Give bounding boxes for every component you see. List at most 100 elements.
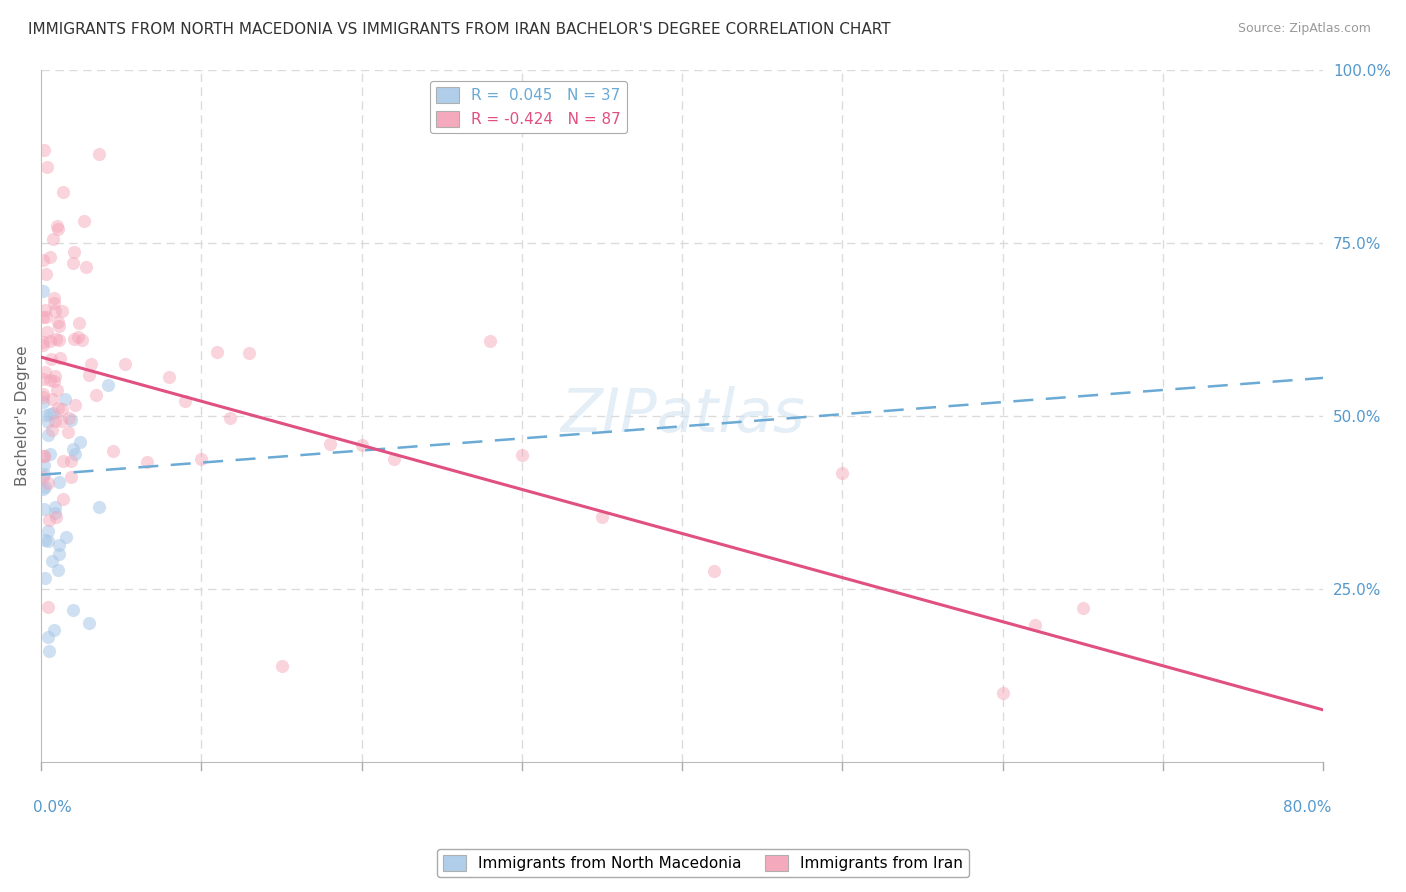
Point	[58, 411, 80, 425]
Point	[39, 373, 62, 387]
Legend: Immigrants from North Macedonia, Immigrants from Iran: Immigrants from North Macedonia, Immigra…	[437, 849, 969, 877]
Text: IMMIGRANTS FROM NORTH MACEDONIA VS IMMIGRANTS FROM IRAN BACHELOR'S DEGREE CORREL: IMMIGRANTS FROM NORTH MACEDONIA VS IMMIG…	[28, 22, 891, 37]
Point	[31, 337, 53, 351]
Legend: R =  0.045   N = 37, R = -0.424   N = 87: R = 0.045 N = 37, R = -0.424 N = 87	[430, 81, 627, 133]
Point	[382, 451, 405, 466]
Point	[48, 563, 70, 577]
Point	[72, 213, 94, 227]
Point	[52, 186, 75, 200]
Point	[69, 435, 91, 450]
Point	[31, 285, 53, 299]
Point	[34, 501, 56, 516]
Point	[87, 500, 110, 514]
Point	[270, 658, 292, 673]
Point	[84, 388, 107, 402]
Point	[31, 386, 53, 401]
Point	[34, 302, 56, 317]
Point	[41, 392, 63, 406]
Text: 0.0%: 0.0%	[34, 800, 72, 814]
Point	[37, 161, 59, 175]
Point	[46, 315, 69, 329]
Point	[510, 448, 533, 462]
Point	[34, 467, 56, 481]
Point	[37, 524, 59, 538]
Point	[42, 407, 65, 421]
Point	[318, 437, 340, 451]
Text: 80.0%: 80.0%	[1282, 800, 1331, 814]
Point	[48, 401, 70, 415]
Point	[65, 398, 87, 412]
Point	[48, 333, 70, 347]
Point	[39, 334, 62, 348]
Point	[49, 414, 72, 428]
Point	[114, 357, 136, 371]
Point	[42, 296, 65, 310]
Point	[65, 447, 87, 461]
Point	[63, 244, 86, 259]
Point	[51, 304, 73, 318]
Point	[48, 318, 70, 333]
Text: ZIPatlas: ZIPatlas	[560, 386, 804, 445]
Point	[46, 384, 69, 398]
Text: Source: ZipAtlas.com: Source: ZipAtlas.com	[1237, 22, 1371, 36]
Point	[37, 476, 59, 491]
Point	[62, 256, 84, 270]
Point	[32, 450, 55, 464]
Point	[48, 548, 70, 562]
Point	[41, 232, 63, 246]
Point	[59, 470, 82, 484]
Point	[31, 334, 53, 349]
Point	[34, 449, 56, 463]
Point	[59, 413, 82, 427]
Point	[51, 401, 73, 416]
Point	[174, 394, 197, 409]
Point	[39, 446, 62, 460]
Point	[591, 509, 613, 524]
Point	[77, 368, 100, 382]
Point	[87, 147, 110, 161]
Point	[31, 470, 53, 484]
Point	[207, 345, 229, 359]
Point	[31, 372, 53, 386]
Point	[37, 599, 59, 614]
Point	[45, 332, 67, 346]
Point	[190, 451, 212, 466]
Point	[38, 644, 60, 658]
Point	[48, 538, 70, 552]
Point	[41, 554, 63, 568]
Point	[478, 334, 501, 349]
Point	[44, 500, 66, 515]
Point	[53, 392, 76, 406]
Point	[41, 352, 63, 367]
Point	[1071, 600, 1094, 615]
Point	[45, 219, 67, 233]
Point	[101, 444, 124, 458]
Point	[66, 330, 89, 344]
Point	[35, 409, 58, 423]
Point	[56, 425, 79, 439]
Point	[44, 291, 66, 305]
Point	[35, 267, 58, 281]
Point	[34, 365, 56, 379]
Point	[59, 454, 82, 468]
Point	[37, 630, 59, 644]
Point	[35, 325, 58, 339]
Point	[67, 316, 90, 330]
Point	[37, 415, 59, 429]
Point	[45, 510, 67, 524]
Point	[44, 369, 66, 384]
Point	[52, 492, 75, 507]
Point	[44, 506, 66, 520]
Point	[32, 143, 55, 157]
Point	[32, 458, 55, 472]
Point	[34, 480, 56, 494]
Point	[52, 454, 75, 468]
Point	[218, 411, 240, 425]
Point	[136, 455, 159, 469]
Point	[32, 310, 55, 325]
Point	[31, 482, 53, 496]
Point	[48, 351, 70, 365]
Point	[42, 624, 65, 638]
Point	[44, 303, 66, 318]
Point	[37, 427, 59, 442]
